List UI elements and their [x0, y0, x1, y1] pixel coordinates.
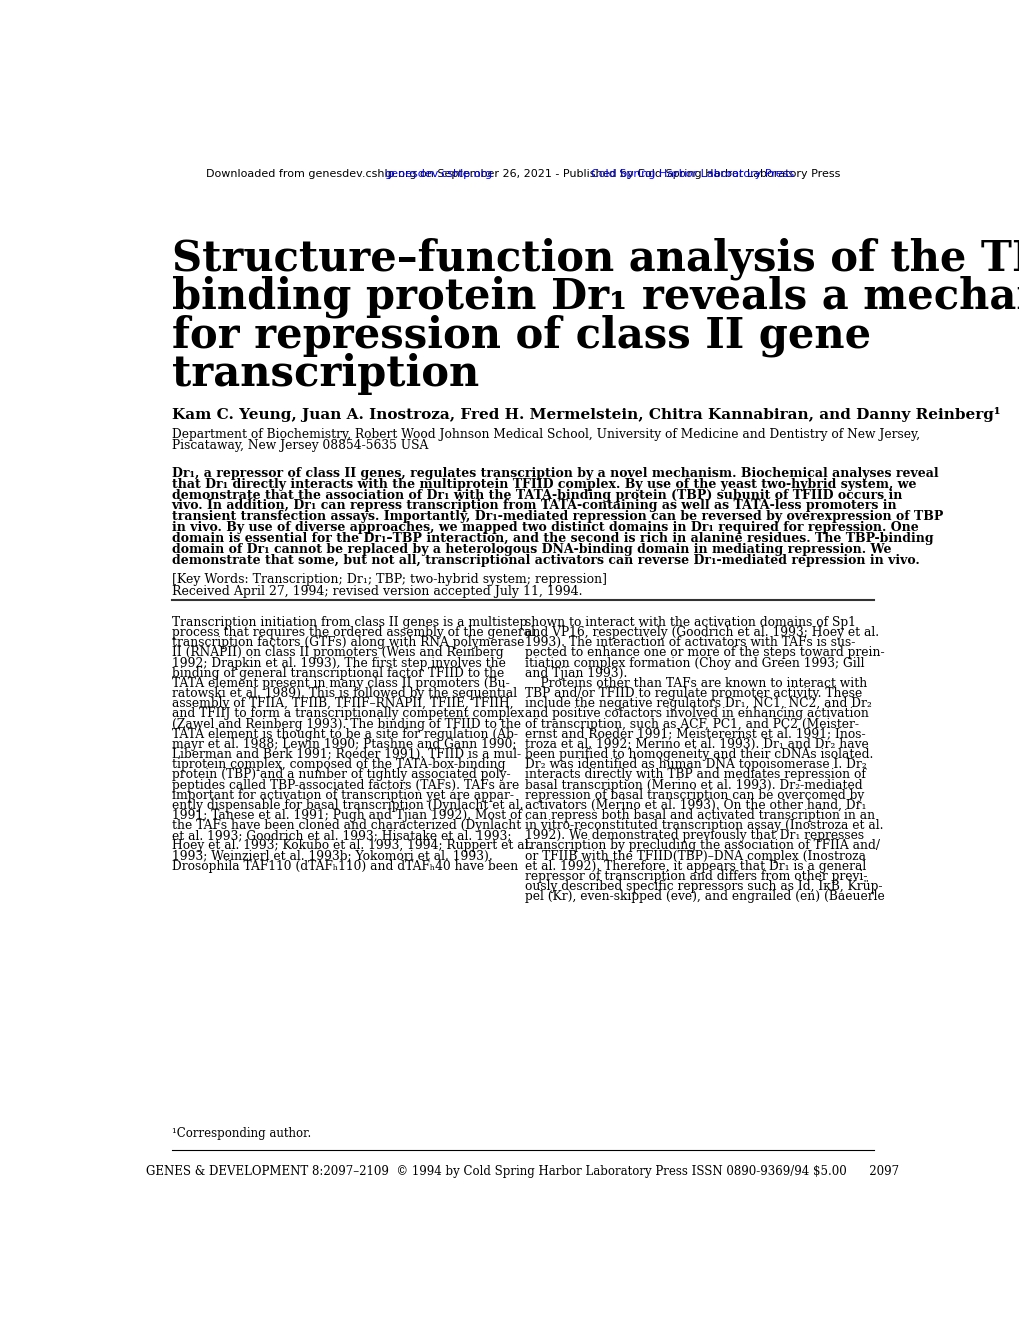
- Text: demonstrate that the association of Dr₁ with the TATA-binding protein (TBP) subu: demonstrate that the association of Dr₁ …: [171, 489, 901, 502]
- Text: binding of general transcriptional factor TFIID to the: binding of general transcriptional facto…: [171, 666, 503, 680]
- Text: and Tjian 1993).: and Tjian 1993).: [525, 666, 627, 680]
- Text: 1991; Tanese et al. 1991; Pugh and Tjian 1992). Most of: 1991; Tanese et al. 1991; Pugh and Tjian…: [171, 809, 521, 822]
- Text: troza et al. 1992; Merino et al. 1993). Dr₁ and Dr₂ have: troza et al. 1992; Merino et al. 1993). …: [525, 738, 868, 750]
- Text: GENES & DEVELOPMENT 8:2097–2109  © 1994 by Cold Spring Harbor Laboratory Press I: GENES & DEVELOPMENT 8:2097–2109 © 1994 b…: [146, 1165, 899, 1177]
- Text: can repress both basal and activated transcription in an: can repress both basal and activated tra…: [525, 809, 874, 822]
- Text: demonstrate that some, but not all, transcriptional activators can reverse Dr₁-m: demonstrate that some, but not all, tran…: [171, 554, 918, 567]
- Text: (Zawel and Reinberg 1993). The binding of TFIID to the: (Zawel and Reinberg 1993). The binding o…: [171, 717, 520, 730]
- Text: binding protein Dr₁ reveals a mechanism: binding protein Dr₁ reveals a mechanism: [171, 276, 1019, 318]
- Text: in vitro-reconstituted transcription assay (Inostroza et al.: in vitro-reconstituted transcription ass…: [525, 820, 882, 832]
- Text: include the negative regulators Dr₁, NC1, NC2, and Dr₂: include the negative regulators Dr₁, NC1…: [525, 697, 871, 710]
- Text: the TAFs have been cloned and characterized (Dynlacht: the TAFs have been cloned and characteri…: [171, 820, 521, 832]
- Text: process that requires the ordered assembly of the general: process that requires the ordered assemb…: [171, 626, 534, 639]
- Text: pected to enhance one or more of the steps toward prein-: pected to enhance one or more of the ste…: [525, 646, 883, 659]
- Text: Dr₁, a repressor of class II genes, regulates transcription by a novel mechanism: Dr₁, a repressor of class II genes, regu…: [171, 467, 937, 479]
- Text: 1993). The interaction of activators with TAFs is sus-: 1993). The interaction of activators wit…: [525, 637, 855, 649]
- Text: ously described specific repressors such as Id, IκB, Krüp-: ously described specific repressors such…: [525, 880, 881, 893]
- Text: Department of Biochemistry, Robert Wood Johnson Medical School, University of Me: Department of Biochemistry, Robert Wood …: [171, 429, 919, 441]
- Text: [Key Words: Transcription; Dr₁; TBP; two-hybrid system; repression]: [Key Words: Transcription; Dr₁; TBP; two…: [171, 573, 606, 586]
- Text: TBP and/or TFIID to regulate promoter activity. These: TBP and/or TFIID to regulate promoter ac…: [525, 688, 861, 700]
- Text: domain of Dr₁ cannot be replaced by a heterologous DNA-binding domain in mediati: domain of Dr₁ cannot be replaced by a he…: [171, 543, 891, 557]
- Text: interacts directly with TBP and mediates repression of: interacts directly with TBP and mediates…: [525, 769, 865, 781]
- Text: assembly of TFIIA, TFIIB, TFIIF–RNAPII, TFIIE, TFIIH,: assembly of TFIIA, TFIIB, TFIIF–RNAPII, …: [171, 697, 513, 710]
- Text: been purified to homogeneity and their cDNAs isolated.: been purified to homogeneity and their c…: [525, 748, 872, 761]
- Text: Proteins other than TAFs are known to interact with: Proteins other than TAFs are known to in…: [525, 677, 866, 690]
- Text: protein (TBP) and a number of tightly associated poly-: protein (TBP) and a number of tightly as…: [171, 769, 509, 781]
- Text: Drosophila TAF110 (dTAFₕ110) and dTAFₕ40 have been: Drosophila TAF110 (dTAFₕ110) and dTAFₕ40…: [171, 860, 518, 873]
- Text: for repression of class II gene: for repression of class II gene: [171, 314, 870, 356]
- Text: Transcription initiation from class II genes is a multistep: Transcription initiation from class II g…: [171, 615, 527, 629]
- Text: activators (Merino et al. 1993). On the other hand, Dr₁: activators (Merino et al. 1993). On the …: [525, 798, 865, 812]
- Text: shown to interact with the activation domains of Sp1: shown to interact with the activation do…: [525, 615, 855, 629]
- Text: domain is essential for the Dr₁–TBP interaction, and the second is rich in alani: domain is essential for the Dr₁–TBP inte…: [171, 533, 932, 545]
- Text: important for activation of transcription yet are appar-: important for activation of transcriptio…: [171, 789, 514, 802]
- Text: tiprotein complex, composed of the TATA-box-binding: tiprotein complex, composed of the TATA-…: [171, 758, 504, 772]
- Text: that Dr₁ directly interacts with the multiprotein TFIID complex. By use of the y: that Dr₁ directly interacts with the mul…: [171, 478, 915, 490]
- Text: Liberman and Berk 1991; Roeder 1991). TFIID is a mul-: Liberman and Berk 1991; Roeder 1991). TF…: [171, 748, 521, 761]
- Text: or TFIIB with the TFIID(TBP)–DNA complex (Inostroza: or TFIIB with the TFIID(TBP)–DNA complex…: [525, 849, 865, 862]
- Text: itiation complex formation (Choy and Green 1993; Gill: itiation complex formation (Choy and Gre…: [525, 657, 864, 670]
- Text: and TFIIJ to form a transcriptionally competent complex: and TFIIJ to form a transcriptionally co…: [171, 708, 524, 721]
- Text: repression of basal transcription can be overcomed by: repression of basal transcription can be…: [525, 789, 863, 802]
- Text: transcription factors (GTFs) along with RNA polymerase: transcription factors (GTFs) along with …: [171, 637, 524, 649]
- Text: ernst and Roeder 1991; Meisterernst et al. 1991; Inos-: ernst and Roeder 1991; Meisterernst et a…: [525, 728, 865, 741]
- Text: et al. 1993; Goodrich et al. 1993; Hisatake et al. 1993;: et al. 1993; Goodrich et al. 1993; Hisat…: [171, 829, 511, 842]
- Text: peptides called TBP-associated factors (TAFs). TAFs are: peptides called TBP-associated factors (…: [171, 778, 519, 792]
- Text: mayr et al. 1988; Lewin 1990; Ptashne and Gann 1990;: mayr et al. 1988; Lewin 1990; Ptashne an…: [171, 738, 516, 750]
- Text: TATA element present in many class II promoters (Bu-: TATA element present in many class II pr…: [171, 677, 508, 690]
- Text: Structure–function analysis of the TBP-: Structure–function analysis of the TBP-: [171, 238, 1019, 280]
- Text: Cold Spring Harbor Laboratory Press: Cold Spring Harbor Laboratory Press: [590, 170, 793, 179]
- Text: Dr₂ was identified as human DNA topoisomerase I. Dr₂: Dr₂ was identified as human DNA topoisom…: [525, 758, 866, 772]
- Text: transient transfection assays. Importantly, Dr₁-mediated repression can be rever: transient transfection assays. Important…: [171, 510, 943, 523]
- Text: II (RNAPII) on class II promoters (Weis and Reinberg: II (RNAPII) on class II promoters (Weis …: [171, 646, 502, 659]
- Text: of transcription, such as ACF, PC1, and PC2 (Meister-: of transcription, such as ACF, PC1, and …: [525, 717, 858, 730]
- Text: Hoey et al. 1993; Kokubo et al. 1993, 1994; Ruppert et al.: Hoey et al. 1993; Kokubo et al. 1993, 19…: [171, 840, 532, 853]
- Text: Piscataway, New Jersey 08854-5635 USA: Piscataway, New Jersey 08854-5635 USA: [171, 439, 428, 453]
- Text: genesdev.cshlp.org: genesdev.cshlp.org: [384, 170, 492, 179]
- Text: ¹Corresponding author.: ¹Corresponding author.: [171, 1127, 311, 1140]
- Text: TATA element is thought to be a site for regulation (Ab-: TATA element is thought to be a site for…: [171, 728, 518, 741]
- Text: pel (Kr), even-skipped (eve), and engrailed (en) (Baeuerle: pel (Kr), even-skipped (eve), and engrai…: [525, 890, 883, 904]
- Text: Received April 27, 1994; revised version accepted July 11, 1994.: Received April 27, 1994; revised version…: [171, 585, 582, 598]
- Text: Kam C. Yeung, Juan A. Inostroza, Fred H. Mermelstein, Chitra Kannabiran, and Dan: Kam C. Yeung, Juan A. Inostroza, Fred H.…: [171, 407, 1000, 422]
- Text: and VP16, respectively (Goodrich et al. 1993; Hoey et al.: and VP16, respectively (Goodrich et al. …: [525, 626, 878, 639]
- Text: Downloaded from genesdev.cshlp.org on September 26, 2021 - Published by Cold Spr: Downloaded from genesdev.cshlp.org on Se…: [206, 170, 839, 179]
- Text: 1992; Drapkin et al. 1993). The first step involves the: 1992; Drapkin et al. 1993). The first st…: [171, 657, 505, 670]
- Text: 1993; Weinzierl et al. 1993b; Yokomori et al. 1993).: 1993; Weinzierl et al. 1993b; Yokomori e…: [171, 849, 492, 862]
- Text: repressor of transcription and differs from other previ-: repressor of transcription and differs f…: [525, 870, 867, 882]
- Text: ratowski et al. 1989). This is followed by the sequential: ratowski et al. 1989). This is followed …: [171, 688, 517, 700]
- Text: in vivo. By use of diverse approaches, we mapped two distinct domains in Dr₁ req: in vivo. By use of diverse approaches, w…: [171, 522, 917, 534]
- Text: ently dispensable for basal transcription (Dynlacht et al.: ently dispensable for basal transcriptio…: [171, 798, 523, 812]
- Text: vivo. In addition, Dr₁ can repress transcription from TATA-containing as well as: vivo. In addition, Dr₁ can repress trans…: [171, 499, 897, 513]
- Text: et al. 1992). Therefore, it appears that Dr₁ is a general: et al. 1992). Therefore, it appears that…: [525, 860, 865, 873]
- Text: transcription: transcription: [171, 352, 479, 395]
- Text: transcription by precluding the association of TFIIA and/: transcription by precluding the associat…: [525, 840, 879, 853]
- Text: 1992). We demonstrated previously that Dr₁ represses: 1992). We demonstrated previously that D…: [525, 829, 863, 842]
- Text: and positive cofactors involved in enhancing activation: and positive cofactors involved in enhan…: [525, 708, 868, 721]
- Text: basal transcription (Merino et al. 1993). Dr₂-mediated: basal transcription (Merino et al. 1993)…: [525, 778, 862, 792]
